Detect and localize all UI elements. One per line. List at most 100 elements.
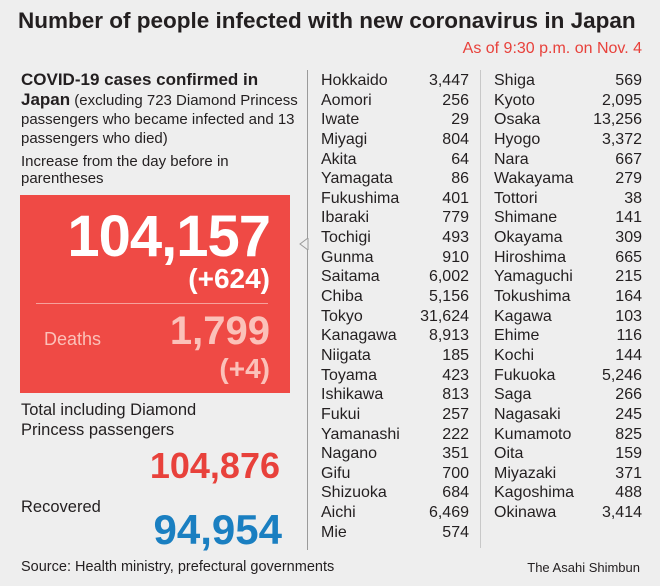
prefecture-value: 86 xyxy=(451,170,469,188)
prefecture-name: Tochigi xyxy=(321,229,371,247)
divider xyxy=(307,70,308,550)
prefecture-value: 5,156 xyxy=(428,288,469,306)
prefecture-value: 665 xyxy=(615,248,642,266)
prefecture-name: Fukui xyxy=(321,405,361,423)
page-title: Number of people infected with new coron… xyxy=(18,8,636,33)
prefecture-value: 3,414 xyxy=(601,504,642,522)
prefecture-row: Ehime 116 xyxy=(494,326,642,346)
prefecture-name: Fukuoka xyxy=(494,366,556,384)
prefecture-row: Oita 159 xyxy=(494,444,642,464)
prefecture-row: Tokushima 164 xyxy=(494,287,642,307)
divider xyxy=(36,303,268,304)
prefecture-value: 38 xyxy=(624,189,642,207)
prefecture-row: Fukushima 401 xyxy=(321,189,469,209)
prefecture-row: Toyama 423 xyxy=(321,366,469,386)
total-incl-value: 104,876 xyxy=(149,445,280,486)
recovered-value: 94,954 xyxy=(153,506,282,553)
prefecture-value: 401 xyxy=(442,189,469,207)
prefecture-name: Okayama xyxy=(494,229,563,247)
prefecture-row: Kochi 144 xyxy=(494,346,642,366)
prefecture-name: Kochi xyxy=(494,346,535,364)
prefecture-value: 684 xyxy=(442,484,469,502)
prefecture-value: 825 xyxy=(615,425,642,443)
prefecture-value: 371 xyxy=(615,464,642,482)
prefecture-name: Ishikawa xyxy=(321,386,384,404)
prefecture-row: Shimane 141 xyxy=(494,208,642,228)
prefecture-row: Yamagata 86 xyxy=(321,169,469,189)
prefecture-row: Kanagawa 8,913 xyxy=(321,326,469,346)
prefecture-row: Nagano 351 xyxy=(321,444,469,464)
prefecture-row: Gunma 910 xyxy=(321,248,469,268)
prefecture-name: Kanagawa xyxy=(321,327,397,345)
prefecture-row: Hyogo 3,372 xyxy=(494,130,642,150)
prefecture-name: Kumamoto xyxy=(494,425,572,443)
prefecture-row: Tochigi 493 xyxy=(321,228,469,248)
prefecture-name: Nagano xyxy=(321,445,378,463)
prefecture-name: Oita xyxy=(494,445,524,463)
prefecture-row: Gifu 700 xyxy=(321,464,469,484)
prefecture-name: Niigata xyxy=(321,346,371,364)
prefecture-value: 569 xyxy=(615,72,642,89)
prefecture-row: Saitama 6,002 xyxy=(321,267,469,287)
prefecture-name: Kagawa xyxy=(494,307,552,325)
prefecture-value: 2,095 xyxy=(601,91,642,109)
prefecture-row: Shizuoka 684 xyxy=(321,483,469,503)
prefecture-value: 910 xyxy=(442,248,469,266)
prefecture-value: 159 xyxy=(615,445,642,463)
deaths-label: Deaths xyxy=(44,329,102,349)
prefecture-name: Yamanashi xyxy=(321,425,400,443)
prefecture-name: Miyazaki xyxy=(494,464,557,482)
prefecture-value: 804 xyxy=(442,130,469,148)
prefecture-row: Akita 64 xyxy=(321,150,469,170)
prefecture-value: 574 xyxy=(442,523,469,541)
prefecture-row: Osaka 13,256 xyxy=(494,110,642,130)
total-incl-label: Total including Diamond Princess passeng… xyxy=(21,401,197,439)
prefecture-name: Yamaguchi xyxy=(494,268,573,286)
prefecture-name: Aomori xyxy=(321,91,372,109)
prefecture-value: 245 xyxy=(615,405,642,423)
prefecture-name: Tokyo xyxy=(321,307,363,325)
credit: The Asahi Shimbun xyxy=(527,560,640,575)
prefecture-value: 215 xyxy=(615,268,642,286)
prefecture-value: 351 xyxy=(442,445,469,463)
prefecture-name: Miyagi xyxy=(321,130,368,148)
prefecture-value: 700 xyxy=(442,464,469,482)
prefecture-name: Shizuoka xyxy=(321,484,387,502)
prefecture-row: Hiroshima 665 xyxy=(494,248,642,268)
prefecture-value: 493 xyxy=(442,229,469,247)
cases-box: 104,157 (+624) Deaths 1,799 (+4) xyxy=(20,195,290,393)
prefecture-value: 667 xyxy=(615,150,642,168)
prefecture-value: 185 xyxy=(442,346,469,364)
prefecture-value: 488 xyxy=(615,484,642,502)
heading-note: (excluding 723 Diamond Princess passenge… xyxy=(21,92,298,147)
prefecture-name: Okinawa xyxy=(494,504,557,522)
prefecture-name: Chiba xyxy=(321,288,363,306)
prefecture-row: Kagoshima 488 xyxy=(494,483,642,503)
prefecture-name: Saga xyxy=(494,386,532,404)
prefecture-name: Ehime xyxy=(494,327,540,345)
prefecture-row: Ishikawa 813 xyxy=(321,385,469,405)
prefecture-name: Hokkaido xyxy=(321,72,388,89)
prefecture-name: Tottori xyxy=(494,189,538,207)
prefecture-value: 13,256 xyxy=(593,111,642,129)
prefecture-row: Tottori 38 xyxy=(494,189,642,209)
prefecture-value: 3,372 xyxy=(601,130,642,148)
prefecture-row: Mie 574 xyxy=(321,523,469,543)
prefecture-name: Nagasaki xyxy=(494,405,561,423)
prefecture-row: Fukui 257 xyxy=(321,405,469,425)
prefecture-row: Kyoto 2,095 xyxy=(494,91,642,111)
prefecture-row: Yamanashi 222 xyxy=(321,425,469,445)
prefecture-value: 779 xyxy=(442,209,469,227)
prefecture-name: Akita xyxy=(321,150,357,168)
prefecture-row: Wakayama 279 xyxy=(494,169,642,189)
prefecture-name: Nara xyxy=(494,150,529,168)
prefecture-value: 103 xyxy=(615,307,642,325)
increase-note: Increase from the day before in parenthe… xyxy=(21,153,229,187)
prefecture-row: Aomori 256 xyxy=(321,91,469,111)
prefecture-value: 29 xyxy=(451,111,469,129)
deaths-value: 1,799 xyxy=(169,309,270,353)
total-increase: (+624) xyxy=(188,263,270,294)
heading-bold-1: COVID-19 cases confirmed in xyxy=(21,70,259,89)
prefecture-list-right: Shiga 569 Kyoto 2,095 Osaka 13,256 Hyogo 3,372 N… xyxy=(494,71,642,523)
prefecture-value: 279 xyxy=(615,170,642,188)
